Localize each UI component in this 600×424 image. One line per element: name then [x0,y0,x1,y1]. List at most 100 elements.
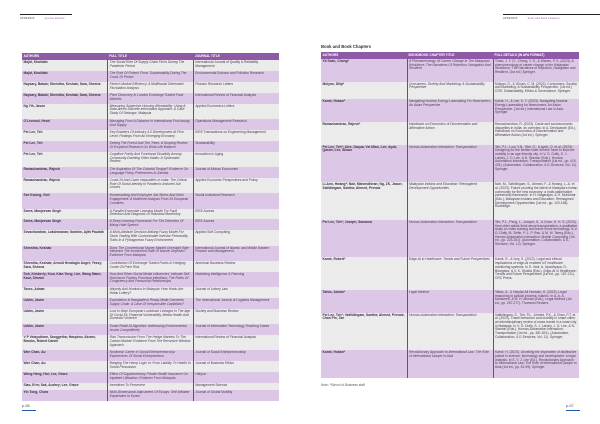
table-row: Naysary, Babak; Shrestha, Keshab; Sara, … [22,81,279,93]
column-header: FULL DETAILS (IN APA FORMAT) [493,52,579,59]
running-head-label: APPENDIX [20,17,35,20]
authors-cell: Kamir, Hoban* [321,350,407,378]
authors-cell: Majid, Khalidah [22,60,108,71]
table-row: Li-Ann, Hwang*; Nair, Mahendhiran; Ng, Z… [321,182,579,220]
page-number: p.66 [22,403,36,411]
details-cell: Sustainability [193,140,279,152]
column-header: JOURNAL TITLE [193,53,279,60]
running-head: APPENDIX journal articles [20,14,72,20]
authors-cell: Yin Tong, Chow [22,389,108,401]
title-cell: Legal Method [406,290,494,313]
table-row: Siao, Erin; Sak, Audrey; Lee, Grace Incen… [22,383,279,390]
table-row: Yit Sean, Chong* A Phenomenology Of Caree… [321,59,579,82]
table-header-row: AUTHORS BOOK/BOOK CHAPTER TITLE FULL DETAI… [321,52,579,59]
title-cell: A Phenomenology Of Career Change In The … [406,59,494,82]
running-head: APPENDIX book and book chapters [503,14,600,20]
title-cell: Price Discovery In London Exchange Trade… [107,92,194,104]
table-row: Seera, Manjeevan Singh A Parallel Ensembl… [22,208,279,220]
details-cell: IEEE Access [193,208,279,220]
details-cell: Management Science [193,383,279,390]
details-cell: Journal of Information Technology Teachi… [193,324,279,336]
authors-cell: Pei Lee, Teh*; Vaithilingam, Santha; Ahm… [321,312,407,351]
details-cell: Teh, P.L., Low, V.N., Wei, G., & Ayub, Q… [493,144,579,183]
table-row: Uddin, Jasim Exploitation In Bangladesh R… [22,298,279,309]
title-cell: Homeworking And Employee Job Stress And … [107,193,194,209]
authors-cell: Wee Chan, Au [22,350,108,362]
table-row: Shrestha, Keshab; Arnold Heralagin Angel… [22,260,279,272]
column-header: AUTHORS [22,53,108,60]
table-row: Ramachandran, Rajesh The Aspiration Of Th… [22,167,279,178]
table-row: V P Velayutham, Sanggetha; Haspirov, Akr… [22,335,279,351]
authors-cell: Sevachandran, Lakshmanan; Ibrahim, Ajith… [22,230,108,246]
authors-cell: Uddin, Jasim [22,324,108,336]
table-row: Kamir, Hoban* Revolutionary Approach to I… [321,350,579,378]
details-cell: Society and Business Review [193,308,279,325]
title-cell: A Deep Learning Framework For The Detect… [107,219,194,231]
title-cell: Human-Automation Interaction: Transporta… [406,312,494,351]
title-cell: Human-Automation Interaction: Transporta… [406,219,494,258]
column-header: AUTHORS [321,52,407,59]
table-row: Mulyan, Dilip* Consumers, Society And Mar… [321,81,579,100]
details-cell: Journal of Global Mobility [193,389,279,401]
title-cell: Incentives To Persevere [107,383,194,390]
authors-cell: Pei Lee, Teh [22,151,108,168]
details-cell: IEEE Access [193,219,279,231]
running-head-section: book and book chapters [527,17,560,20]
details-cell: Nair, M., Sathiiingam, S., Ahmed, F., & … [493,182,579,220]
table-row: Kamir, Hoban* Navigating Nuclear Energy L… [321,99,579,122]
title-cell: A Multi-Attribute Decision-Making Fuzzy … [107,230,194,246]
authors-cell: Ramachandran, Rajesh [22,178,108,194]
details-cell: Operations Management Research [193,119,279,130]
table-row: Sevachandran, Lakshmanan; Ibrahim, Ajith… [22,230,279,246]
title-cell: Revolutionary Approach to International … [406,350,494,378]
details-cell: Vaithilingam, S., Teh, P.L., Ahmed, P.K.… [493,312,579,351]
details-cell: Kamir, H. (2023). Unveiling the imperati… [493,350,579,378]
title-cell: Risk Transmission From The Hedge Markets… [107,335,194,351]
authors-cell: Siao, Erin; Sak, Audrey; Lee, Grace [22,383,108,390]
authors-cell: Pei Lee, Teh*; Joseph, Sananna [321,219,407,258]
table-row: Majid, Khalidah The Role Of Fintech Firms… [22,70,279,82]
title-cell: Exploitation In Bangladesh Ready-Made Ga… [107,298,194,309]
authors-cell: Li-Ann, Hwang*; Nair, Mahendhiran; Ng, Z… [321,182,407,220]
title-cell: Edge-AI in Healthcare: Trends and Future… [406,257,494,291]
table-row: Ng Yih, Jason Measuring Subjective Housin… [22,103,279,119]
table-row: Pei Lee, Teh*; Alex, Daqua; Vei Mian, Le… [321,144,579,183]
details-cell: The International Journal of Logistics M… [193,298,279,309]
title-cell: Bringing The Hemp Logic In: From Liabili… [107,361,194,373]
details-cell: Heliyon [193,372,279,384]
title-cell: Navigating Nuclear Energy Lawmaking For … [406,99,494,122]
table-row: Kamir, Robert* Edge-AI in Healthcare: Tre… [321,257,579,291]
table-row: Pei Lee, Teh Cognitive Frailty And Functi… [22,151,279,168]
authors-cell: Tasec, Adnan [22,287,108,298]
authors-cell: Pei Lee, Teh [22,140,108,152]
title-cell: Malaysian Indians and Education: Reimagi… [406,182,494,220]
table-row: Wee Chan, Au Bringing The Hemp Logic In: … [22,361,279,373]
title-cell: Majority Anti-Hindutva In Malaysia: How … [107,287,194,298]
authors-cell: Kamir, Hoban* [321,99,407,122]
table-row: Pei Lee, Teh Seeing The Forest And The Tr… [22,140,279,152]
table-row: Shrestha, Keshab Does The Conventional Mo… [22,245,279,261]
authors-cell: Uddin, Jasim [22,298,108,309]
title-cell: Contribution Of Exchange Traded Funds In… [107,260,194,272]
details-cell: Marketing Intelligence & Planning [193,271,279,288]
table-row: Ramachandran, Rajesh Covid-19 And Caste I… [22,178,279,194]
details-cell: American Business Review [193,260,279,272]
details-cell: International Journal of Quality & Relia… [193,60,279,71]
details-cell: Applied Soft Computing [193,230,279,246]
authors-cell: Shrestha, Keshab [22,245,108,261]
table-row: O'Leonnol, Hezel Managing From A Distance… [22,119,279,130]
authors-cell: Uddin, Jasim [22,308,108,325]
details-cell: International Journal of Islamic and Mid… [193,245,279,261]
authors-cell: Seera, Manjeevan Singh [22,219,108,231]
details-cell: Journal of Social Entrepreneurship [193,350,279,362]
table-row: Tatsic, Adnan* Legal Method Tatsic, A., & … [321,290,579,313]
authors-cell: Ramachandran, Rajesh [22,167,108,178]
authors-cell: Naysary, Babak; Shrestha, Keshab; Sara, … [22,92,108,104]
book-chapters-table: AUTHORS BOOK/BOOK CHAPTER TITLE FULL DETAI… [321,52,579,378]
details-cell: Tatsic, A., & Haydar Ali Hussain, H. (20… [493,290,579,313]
details-cell: Mulyan, D., & Ghosh, C. M. (2023). Consu… [493,81,579,100]
title-cell: Covid-19 And Caste Inequalities In India… [107,178,194,194]
authors-cell: Naysary, Babak; Shrestha, Keshab; Sara, … [22,81,108,93]
details-cell: Innovation in Aging [193,151,279,168]
title-cell: Does The Conventional Money Market Overn… [107,245,194,261]
